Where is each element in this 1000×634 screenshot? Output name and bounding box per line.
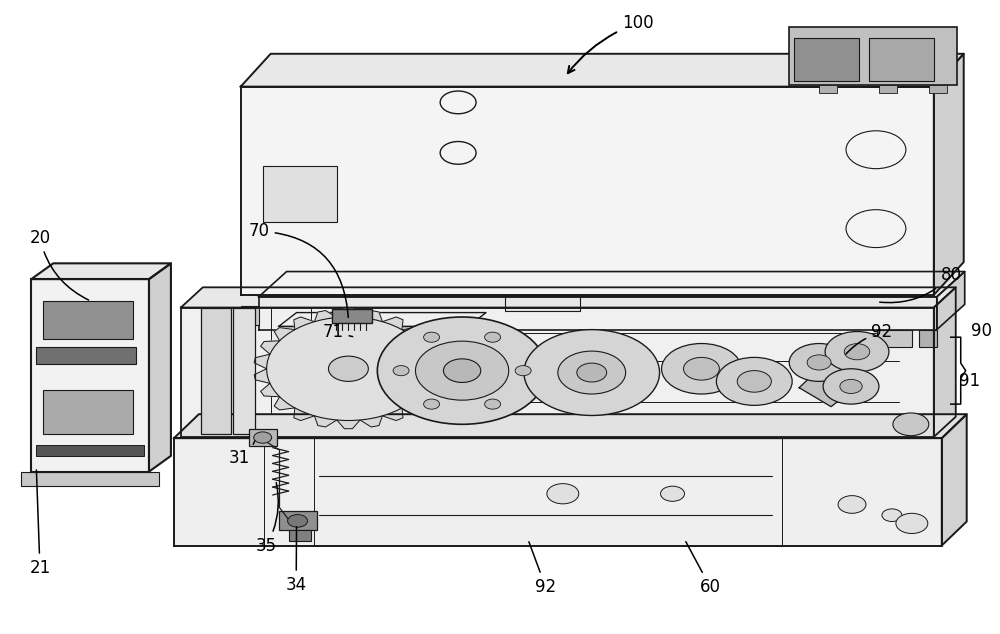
- Bar: [36, 347, 136, 365]
- Polygon shape: [254, 309, 443, 429]
- Text: 91: 91: [959, 372, 980, 391]
- Bar: [36, 444, 144, 456]
- Polygon shape: [279, 313, 486, 327]
- Bar: [289, 530, 311, 541]
- Polygon shape: [934, 54, 964, 295]
- Text: 70: 70: [249, 222, 348, 318]
- Circle shape: [288, 515, 308, 527]
- Polygon shape: [279, 327, 468, 346]
- Circle shape: [807, 355, 831, 370]
- Circle shape: [485, 399, 501, 409]
- Text: 21: 21: [29, 470, 51, 577]
- Circle shape: [825, 332, 889, 372]
- Bar: [43, 389, 133, 434]
- Circle shape: [328, 356, 368, 382]
- Text: 92: 92: [529, 542, 556, 595]
- Text: 92: 92: [846, 323, 892, 354]
- Bar: [249, 429, 277, 446]
- Text: 100: 100: [568, 14, 653, 73]
- Bar: [919, 330, 937, 347]
- Circle shape: [896, 514, 928, 533]
- Polygon shape: [174, 438, 942, 545]
- Circle shape: [846, 131, 906, 169]
- Polygon shape: [31, 279, 149, 472]
- Circle shape: [485, 332, 501, 342]
- Polygon shape: [181, 307, 934, 437]
- Bar: [929, 85, 947, 93]
- Circle shape: [661, 486, 684, 501]
- Polygon shape: [174, 414, 967, 438]
- Bar: [263, 165, 337, 223]
- Circle shape: [424, 332, 440, 342]
- Circle shape: [267, 317, 430, 420]
- Polygon shape: [937, 271, 965, 330]
- Polygon shape: [942, 414, 967, 545]
- Polygon shape: [241, 54, 964, 87]
- Polygon shape: [31, 263, 171, 279]
- Circle shape: [823, 369, 879, 404]
- Polygon shape: [934, 287, 956, 437]
- Bar: [879, 85, 897, 93]
- Circle shape: [840, 379, 862, 394]
- Polygon shape: [799, 352, 869, 406]
- Text: 90: 90: [971, 322, 992, 340]
- Circle shape: [844, 344, 870, 360]
- Circle shape: [440, 141, 476, 164]
- Circle shape: [443, 359, 481, 382]
- Circle shape: [737, 371, 771, 392]
- Bar: [794, 38, 859, 81]
- Text: 31: 31: [229, 441, 255, 467]
- Circle shape: [846, 210, 906, 247]
- Text: 60: 60: [686, 541, 720, 595]
- Polygon shape: [181, 287, 956, 307]
- Bar: [819, 85, 837, 93]
- Text: 34: 34: [286, 527, 307, 593]
- Polygon shape: [149, 263, 171, 472]
- Bar: [233, 307, 255, 434]
- Circle shape: [662, 344, 741, 394]
- Polygon shape: [241, 87, 934, 295]
- Polygon shape: [259, 271, 965, 297]
- Bar: [789, 27, 957, 85]
- Circle shape: [524, 330, 660, 415]
- Circle shape: [424, 399, 440, 409]
- Circle shape: [515, 366, 531, 376]
- Circle shape: [683, 358, 719, 380]
- Bar: [877, 330, 912, 347]
- Circle shape: [547, 484, 579, 504]
- Circle shape: [440, 91, 476, 113]
- Polygon shape: [259, 297, 937, 330]
- Circle shape: [377, 317, 547, 424]
- Text: 20: 20: [29, 228, 89, 300]
- Circle shape: [789, 344, 849, 382]
- Circle shape: [716, 358, 792, 405]
- Text: 71: 71: [322, 323, 353, 341]
- Text: 35: 35: [256, 482, 278, 555]
- Bar: [505, 295, 580, 311]
- Bar: [43, 301, 133, 339]
- Circle shape: [577, 363, 607, 382]
- Circle shape: [838, 496, 866, 514]
- Circle shape: [882, 509, 902, 522]
- Circle shape: [558, 351, 626, 394]
- Text: 80: 80: [880, 266, 962, 302]
- Bar: [21, 472, 159, 486]
- Bar: [869, 38, 934, 81]
- Circle shape: [893, 413, 929, 436]
- Bar: [279, 512, 317, 531]
- Circle shape: [254, 432, 272, 443]
- Circle shape: [393, 366, 409, 376]
- Bar: [332, 309, 372, 323]
- Bar: [201, 307, 231, 434]
- Bar: [241, 306, 259, 325]
- Circle shape: [415, 341, 509, 400]
